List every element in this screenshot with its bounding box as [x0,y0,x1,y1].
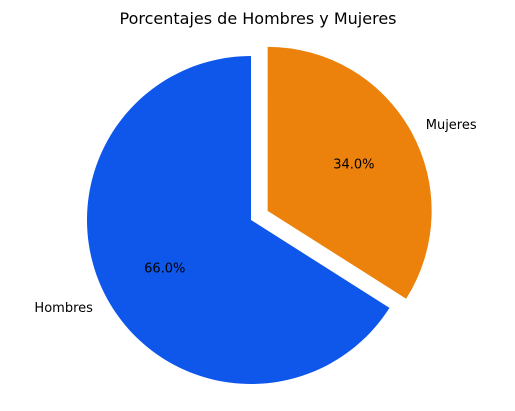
slice-label-hombres: Hombres [34,301,93,316]
pie-slices [87,46,432,385]
pie-slice-hombres [87,56,390,385]
chart-title: Porcentajes de Hombres y Mujeres [120,9,397,28]
pie-labels: Hombres 66.0% Mujeres 34.0% [34,118,476,316]
slice-percent-mujeres: 34.0% [333,157,374,172]
slice-label-mujeres: Mujeres [426,118,477,133]
pie-slice-mujeres [267,46,432,299]
slice-percent-hombres: 66.0% [144,261,185,276]
